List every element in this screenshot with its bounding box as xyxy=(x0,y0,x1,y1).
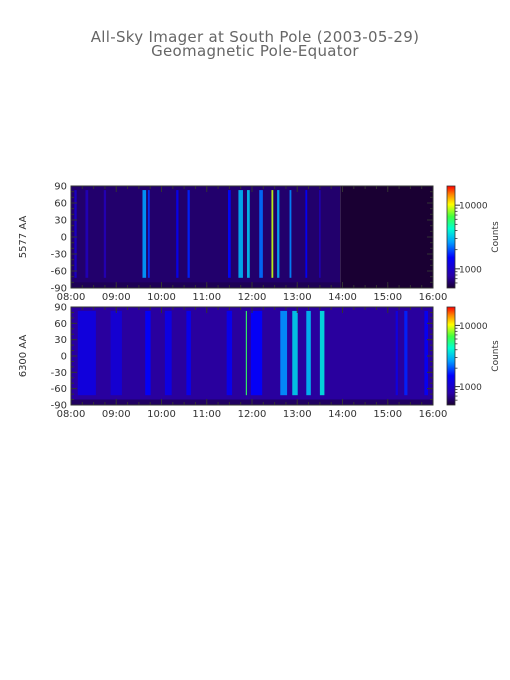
heatmap-band xyxy=(103,190,107,278)
heatmap-band xyxy=(271,190,274,278)
x-tick-label: 11:00 xyxy=(192,292,221,303)
heatmap-band xyxy=(176,190,179,278)
x-tick-label: 10:00 xyxy=(147,409,176,420)
x-tick-label: 11:00 xyxy=(192,409,221,420)
heatmap-band xyxy=(228,190,231,278)
heatmap-band xyxy=(145,310,151,396)
heatmap-band xyxy=(319,190,321,278)
y-tick-label: -30 xyxy=(51,250,67,261)
x-tick-label: 09:00 xyxy=(102,292,131,303)
heatmap-band xyxy=(147,190,150,278)
colorbar-tick-label: 10000 xyxy=(459,322,488,332)
x-tick-label: 08:00 xyxy=(57,409,86,420)
colorbar xyxy=(446,306,456,406)
panel-6300: 08:00 09:00 10:00 11:00 12:00 13:00 14:00 15:00… xyxy=(18,303,501,421)
x-tick-label: 14:00 xyxy=(328,292,357,303)
heatmap-band xyxy=(395,310,398,396)
colorbar-tick-label: 10000 xyxy=(459,202,488,212)
heatmap-nodata xyxy=(340,186,433,288)
heatmap-background xyxy=(71,186,341,288)
x-tick-label: 13:00 xyxy=(283,292,312,303)
chart-title: All-Sky Imager at South Pole (2003-05-29… xyxy=(91,28,419,46)
y-tick-label: 0 xyxy=(61,233,67,244)
x-tick-label: 16:00 xyxy=(419,292,448,303)
y-axis-label: 6300 AA xyxy=(18,335,29,378)
y-tick-label: 90 xyxy=(54,182,67,193)
y-tick-label: 60 xyxy=(54,319,67,330)
y-tick-label: 30 xyxy=(54,335,67,346)
heatmap-band xyxy=(424,310,429,396)
x-tick-label: 09:00 xyxy=(102,409,131,420)
x-tick-label: 12:00 xyxy=(238,409,267,420)
heatmap-band xyxy=(110,310,122,396)
heatmap-band xyxy=(277,190,280,278)
y-tick-label: -60 xyxy=(51,384,67,395)
heatmap-band xyxy=(85,190,89,278)
y-tick-label: 30 xyxy=(54,216,67,227)
heatmap-band xyxy=(164,310,172,396)
heatmap-band xyxy=(306,310,311,396)
y-tick-label: -60 xyxy=(51,267,67,278)
colorbar xyxy=(446,185,456,289)
heatmap-band xyxy=(305,190,308,278)
colorbar-tick-label: 1000 xyxy=(459,383,482,393)
panel-5577: 08:00 09:00 10:00 11:00 12:00 13:00 14:00 15:00… xyxy=(18,182,501,304)
x-tick-label: 10:00 xyxy=(147,292,176,303)
heatmap-band xyxy=(289,190,292,278)
heatmap-band xyxy=(245,310,247,396)
x-tick-label: 16:00 xyxy=(419,409,448,420)
heatmap-band xyxy=(319,310,325,396)
heatmap-band xyxy=(77,310,96,396)
x-tick-label: 14:00 xyxy=(328,409,357,420)
y-tick-label: -30 xyxy=(51,368,67,379)
x-tick-label: 15:00 xyxy=(373,292,402,303)
heatmap-band xyxy=(404,310,408,396)
heatmap-band xyxy=(187,190,190,278)
heatmap-band xyxy=(142,190,147,278)
heatmap-band xyxy=(247,190,250,278)
heatmap-band xyxy=(226,310,233,396)
x-tick-label: 13:00 xyxy=(283,409,312,420)
heatmap-band xyxy=(280,310,288,396)
y-tick-label: 0 xyxy=(61,352,67,363)
heatmap-band xyxy=(292,310,298,396)
colorbar-label: Counts xyxy=(491,340,501,372)
heatmap-band xyxy=(74,190,77,278)
chart-subtitle: Geomagnetic Pole-Equator xyxy=(151,42,359,60)
colorbar-label: Counts xyxy=(491,221,501,253)
y-tick-label: -90 xyxy=(51,284,67,295)
x-tick-label: 08:00 xyxy=(57,292,86,303)
heatmap-band xyxy=(259,190,263,278)
x-tick-label: 12:00 xyxy=(238,292,267,303)
heatmap-band xyxy=(250,310,263,396)
y-tick-label: 60 xyxy=(54,199,67,210)
colorbar-tick-label: 1000 xyxy=(459,265,482,275)
heatmap-band xyxy=(186,310,191,396)
heatmap-horizon xyxy=(71,282,341,288)
y-tick-label: -90 xyxy=(51,401,67,412)
y-tick-label: 90 xyxy=(54,303,67,314)
heatmap-band xyxy=(238,190,243,278)
x-tick-label: 15:00 xyxy=(373,409,402,420)
y-axis-label: 5577 AA xyxy=(18,216,29,259)
